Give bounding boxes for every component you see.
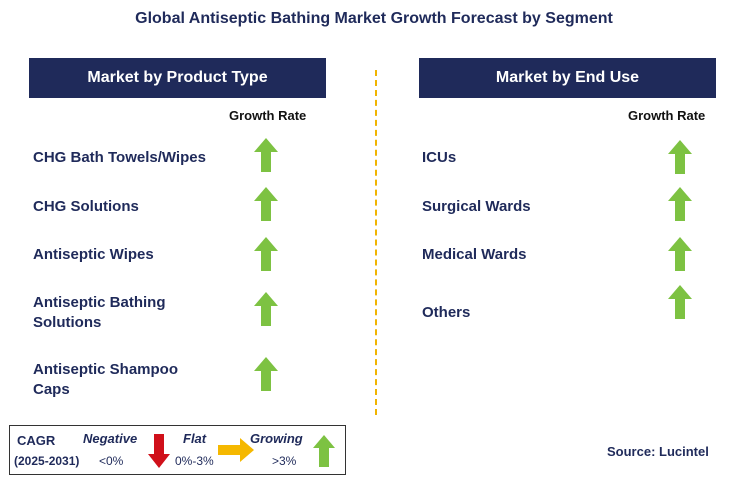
row-label-chg-bath-towels: CHG Bath Towels/Wipes	[33, 149, 206, 166]
legend-growing-label: Growing	[250, 431, 303, 446]
row-label-icus: ICUs	[422, 149, 457, 166]
row-label-antiseptic-wipes: Antiseptic Wipes	[33, 246, 154, 263]
up-arrow-icon	[668, 187, 692, 221]
up-arrow-icon	[254, 138, 278, 172]
up-arrow-icon	[254, 237, 278, 271]
up-arrow-icon	[254, 292, 278, 326]
row-label-antiseptic-bathing-solutions: Antiseptic Bathing Solutions	[33, 293, 166, 333]
row-label-others: Others	[422, 304, 471, 321]
up-arrow-icon	[254, 357, 278, 391]
row-label-antiseptic-shampoo-caps: Antiseptic Shampoo Caps	[33, 360, 178, 400]
legend-growing-range: >3%	[272, 454, 297, 468]
right-arrow-icon	[218, 438, 254, 462]
growth-rate-label-right: Growth Rate	[628, 108, 706, 123]
row-label-medical-wards: Medical Wards	[422, 246, 527, 263]
row-label-line: Antiseptic Bathing	[33, 294, 166, 311]
down-arrow-icon	[148, 434, 170, 468]
legend-negative-label: Negative	[83, 431, 138, 446]
cagr-legend: CAGR (2025-2031) Negative <0% Flat 0%-3%…	[9, 425, 346, 475]
row-label-surgical-wards: Surgical Wards	[422, 198, 531, 215]
end-use-header: Market by End Use	[419, 58, 716, 98]
product-type-header: Market by Product Type	[29, 58, 326, 98]
up-arrow-icon	[668, 285, 692, 319]
row-label-line: Antiseptic Shampoo	[33, 361, 179, 378]
legend-years: (2025-2031)	[14, 454, 80, 468]
growth-rate-label-left: Growth Rate	[229, 108, 307, 123]
up-arrow-icon	[668, 237, 692, 271]
source-label: Source: Lucintel	[607, 444, 709, 459]
row-label-chg-solutions: CHG Solutions	[33, 198, 139, 215]
legend-flat-range: 0%-3%	[175, 454, 214, 468]
up-arrow-icon	[254, 187, 278, 221]
legend-flat-label: Flat	[183, 431, 207, 446]
legend-negative-range: <0%	[99, 454, 124, 468]
row-label-line: Caps	[33, 381, 70, 398]
legend-cagr-label: CAGR	[17, 433, 56, 448]
panel-divider	[375, 70, 377, 415]
chart-title: Global Antiseptic Bathing Market Growth …	[135, 10, 613, 27]
up-arrow-icon	[313, 435, 335, 467]
row-label-line: Solutions	[33, 314, 102, 331]
up-arrow-icon	[668, 140, 692, 174]
